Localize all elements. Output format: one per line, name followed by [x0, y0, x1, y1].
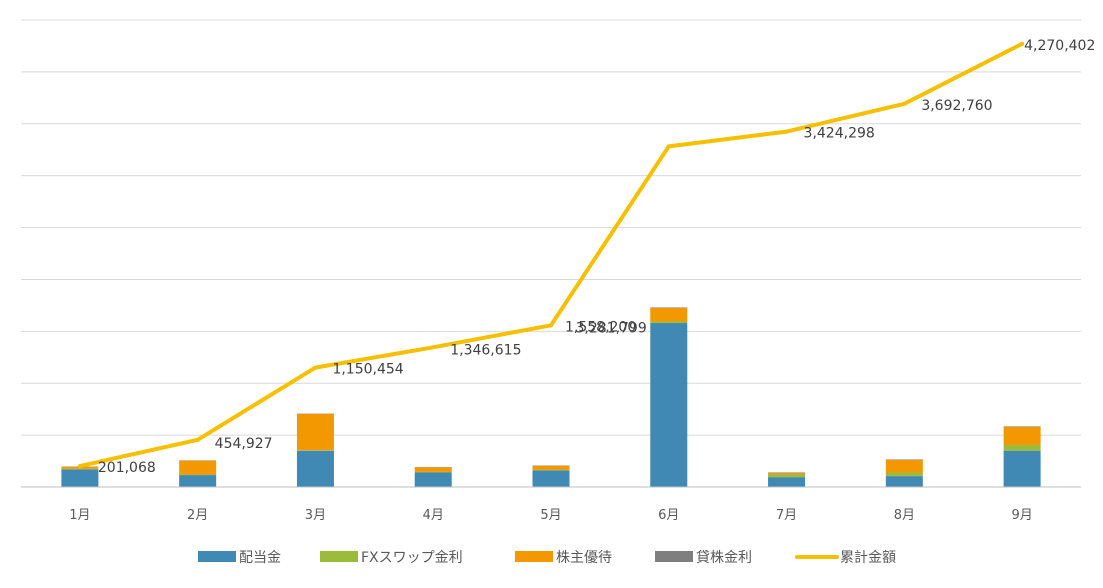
line-data-label: 3,692,760 [921, 98, 992, 114]
bar-segment [768, 472, 805, 473]
bar-segment [1004, 427, 1041, 445]
bar-segment [886, 472, 923, 476]
line-point [78, 464, 82, 468]
line-data-label: 1,150,454 [332, 362, 403, 378]
x-tick-label: 6月 [658, 508, 679, 523]
legend-swatch [655, 551, 693, 562]
legend-label: 株主優待 [556, 550, 612, 566]
line-point [431, 345, 435, 349]
x-tick-label: 7月 [776, 508, 797, 523]
bar-segment [179, 475, 216, 487]
legend-swatch [320, 551, 358, 562]
line-data-label: 4,270,402 [1024, 38, 1095, 54]
bar-segment [297, 450, 334, 451]
line-data-label: 1,346,615 [450, 342, 521, 358]
bar-segment [415, 472, 452, 473]
legend-swatch [198, 551, 236, 562]
bar-segment [179, 475, 216, 476]
bar-segment [650, 323, 687, 487]
bar-segment [297, 414, 334, 450]
line-data-label: 3,424,298 [804, 126, 875, 142]
line-series-cumulative [80, 44, 1022, 466]
bar-segment [1004, 451, 1041, 487]
line-data-label: 3,281,799 [576, 320, 647, 336]
bar-segment [61, 469, 98, 487]
legend-label: FXスワップ金利 [361, 550, 463, 566]
x-tick-label: 3月 [305, 508, 326, 523]
legend-swatch [515, 551, 553, 562]
x-tick-label: 8月 [894, 508, 915, 523]
bar-segment [886, 459, 923, 460]
bar-segment [650, 308, 687, 321]
x-tick-label: 4月 [423, 508, 444, 523]
x-tick-label: 5月 [540, 508, 561, 523]
bar-segment [61, 469, 98, 470]
bar-segment [768, 475, 805, 478]
line-point [313, 366, 317, 370]
bar-segment [297, 451, 334, 487]
bar-segment [886, 460, 923, 472]
bar-segment [650, 321, 687, 323]
bar-segment [1004, 426, 1041, 427]
x-tick-label: 2月 [187, 508, 208, 523]
bar-segment [886, 476, 923, 487]
line-point [196, 438, 200, 442]
line-point [902, 102, 906, 106]
bar-segment [650, 307, 687, 308]
line-point [549, 323, 553, 327]
x-tick-label: 1月 [69, 508, 90, 523]
bar-segment [415, 472, 452, 487]
bar-segment [533, 470, 570, 487]
line-point [785, 130, 789, 134]
bar-segment [415, 467, 452, 472]
legend-label: 累計金額 [840, 550, 896, 566]
line-data-label: 201,068 [98, 460, 156, 476]
line-data-label: 454,927 [215, 436, 273, 452]
bar-segment [179, 461, 216, 475]
bar-segment [533, 470, 570, 471]
bar-segment [533, 466, 570, 470]
bar-segment [768, 473, 805, 475]
x-tick-label: 9月 [1011, 508, 1032, 523]
legend-label: 配当金 [239, 550, 281, 566]
legend-label: 貸株金利 [696, 550, 752, 566]
bar-segment [1004, 445, 1041, 451]
line-point [667, 144, 671, 148]
bar-segment [768, 477, 805, 487]
